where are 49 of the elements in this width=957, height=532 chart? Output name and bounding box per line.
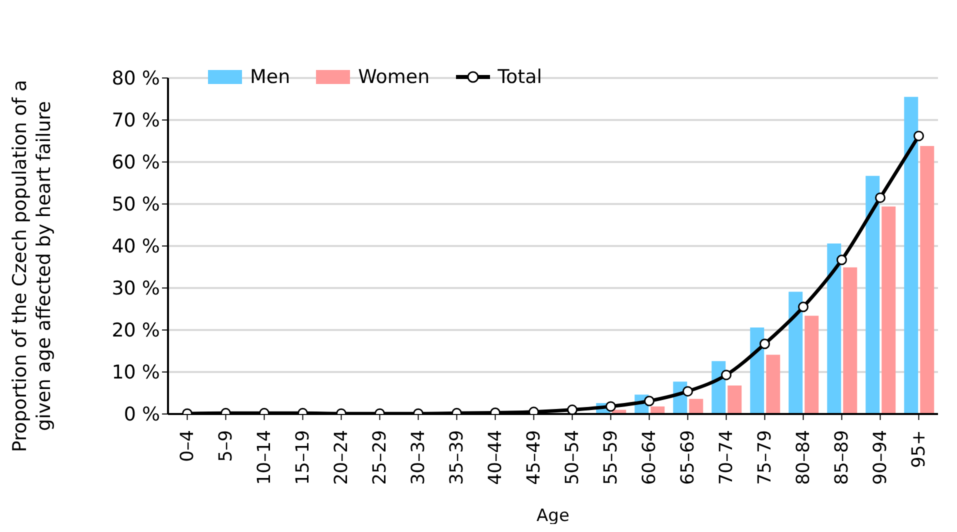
bar xyxy=(788,292,803,414)
y-tick-label: 20 % xyxy=(112,320,160,342)
bar xyxy=(843,267,858,414)
x-tick-label: 85–89 xyxy=(831,430,852,485)
bar xyxy=(904,96,918,414)
bar xyxy=(804,316,819,414)
bar xyxy=(866,176,880,414)
x-tick-label: 20–24 xyxy=(330,430,352,485)
bar xyxy=(827,243,842,414)
y-axis-title: Proportion of the Czech population of a given age affected by heart failure xyxy=(9,80,55,452)
x-tick-label: 45–49 xyxy=(523,430,544,485)
bar xyxy=(882,206,896,414)
y-tick-label: 70 % xyxy=(112,110,160,132)
bar xyxy=(728,385,742,414)
x-tick-label: 60–64 xyxy=(638,430,660,485)
y-tick-label: 80 % xyxy=(112,68,160,90)
y-tick-label: 10 % xyxy=(112,362,160,384)
x-tick-label: 5–9 xyxy=(215,430,236,462)
x-tick-label: 15–19 xyxy=(292,430,314,485)
x-tick-label: 95+ xyxy=(908,430,930,468)
point xyxy=(914,130,924,142)
x-tick-label: 30–34 xyxy=(408,430,429,485)
bar xyxy=(920,146,934,414)
x-tick-label: 35–39 xyxy=(446,430,468,485)
x-tick-label: 50–54 xyxy=(562,430,583,485)
point xyxy=(798,302,808,312)
y-tick-label: 60 % xyxy=(112,152,160,174)
x-tick-label: 55–59 xyxy=(600,430,622,485)
x-tick-label: 65–69 xyxy=(677,430,698,485)
legend-label: Women xyxy=(358,66,430,88)
point xyxy=(836,254,847,266)
legend-label: Total xyxy=(498,66,542,88)
bar xyxy=(750,327,764,414)
x-tick-label: 0–4 xyxy=(176,430,198,462)
bar xyxy=(689,398,704,414)
x-tick-label: 70–74 xyxy=(716,430,737,485)
x-tick-label: 25–29 xyxy=(369,430,390,485)
y-tick-label: 50 % xyxy=(112,194,160,216)
x-tick-label: 75–79 xyxy=(754,430,776,485)
y-tick-label: 30 % xyxy=(112,278,160,300)
legend-label: Men xyxy=(250,66,290,88)
x-tick-label: 10–14 xyxy=(254,430,275,485)
point xyxy=(875,192,886,203)
x-tick-label: 90–94 xyxy=(870,430,891,485)
bar xyxy=(766,354,780,414)
x-tick-label: 40–44 xyxy=(484,430,506,485)
x-tick-label: 80–84 xyxy=(792,430,814,485)
y-tick-label: 0 % xyxy=(124,404,160,426)
y-tick-label: 40 % xyxy=(112,236,160,258)
